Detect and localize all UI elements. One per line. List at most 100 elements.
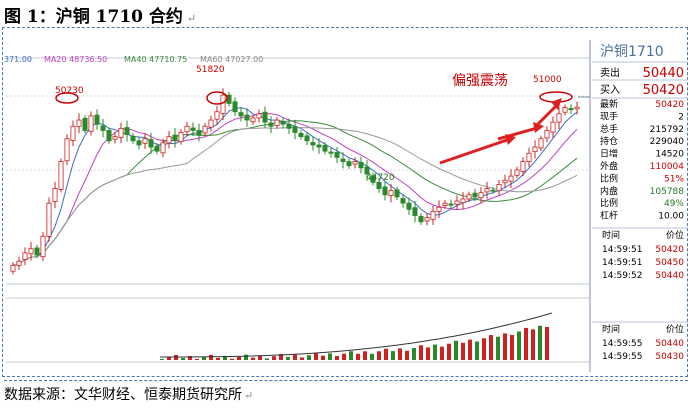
volume-bar bbox=[363, 351, 367, 360]
candle-body bbox=[160, 142, 166, 154]
legend-ma40: MA40 47710.75 bbox=[124, 55, 187, 64]
candle-body bbox=[520, 161, 526, 172]
candle-body bbox=[82, 117, 88, 131]
quote-row-value: 49% bbox=[664, 199, 684, 209]
candle-body bbox=[292, 126, 298, 133]
candle-body bbox=[268, 122, 274, 127]
candle-body bbox=[496, 184, 502, 192]
candle-body bbox=[136, 140, 142, 146]
quote-row-value: 51% bbox=[664, 174, 684, 184]
candle-body bbox=[310, 142, 316, 146]
tick-time: 14:59:52 bbox=[602, 271, 642, 281]
candle-body bbox=[538, 138, 544, 149]
candle-body bbox=[562, 107, 568, 113]
quote-row-label: 比例 bbox=[600, 172, 618, 184]
candle-body bbox=[94, 114, 100, 125]
ticks2-header-time: 时间 bbox=[602, 323, 620, 335]
volume-bar bbox=[349, 351, 353, 360]
ma-line bbox=[12, 126, 578, 266]
trend-arrow-3 bbox=[534, 102, 560, 128]
volume-bar bbox=[545, 327, 549, 360]
volume-bar bbox=[468, 339, 472, 360]
candle-body bbox=[232, 101, 238, 113]
volume-bar bbox=[244, 354, 248, 360]
candle-body bbox=[316, 144, 322, 148]
volume-bar bbox=[230, 358, 234, 360]
quote-row-value: 10.00 bbox=[658, 212, 684, 222]
candle-body bbox=[34, 247, 40, 256]
tick-price: 50440 bbox=[655, 271, 684, 281]
sell-value: 50440 bbox=[643, 66, 684, 81]
candle-body bbox=[454, 200, 460, 205]
candle-body bbox=[70, 125, 76, 141]
candle-body bbox=[334, 152, 340, 158]
legend-ma1: 371.00 bbox=[4, 55, 32, 64]
candle-body bbox=[256, 113, 262, 119]
volume-bar bbox=[461, 342, 465, 360]
source-note: 数据来源：文华财经、恒泰期货研究所 ↵ bbox=[4, 380, 688, 410]
figure-title-text: 图 1：沪铜 1710 合约 bbox=[4, 7, 183, 27]
candle-body bbox=[46, 202, 52, 237]
quote-row-label: 外盘 bbox=[600, 160, 618, 172]
ticks-header-time: 时间 bbox=[602, 229, 620, 241]
candle-body bbox=[304, 135, 310, 142]
volume-bar bbox=[391, 351, 395, 360]
volume-bar bbox=[426, 347, 430, 360]
quote-rows: 最新 50420 现手 2 总手 215792 持仓 229040 日增 14520 外盘 11000… bbox=[600, 98, 684, 222]
candle-body bbox=[430, 211, 436, 220]
candle-body bbox=[76, 119, 82, 127]
candle-body bbox=[280, 121, 286, 125]
trend-arrow-2 bbox=[497, 126, 538, 141]
candle-body bbox=[556, 113, 562, 123]
volume-bar bbox=[279, 354, 283, 360]
candle-body bbox=[370, 175, 376, 183]
ticks2-header-price: 价位 bbox=[666, 323, 684, 335]
candle-body bbox=[286, 123, 292, 129]
candle-body bbox=[124, 127, 130, 135]
candle-body bbox=[202, 125, 208, 134]
volume-bar bbox=[503, 333, 507, 360]
open-interest-line bbox=[160, 312, 553, 358]
candle-body bbox=[274, 119, 280, 126]
volume-bar bbox=[272, 356, 276, 360]
volume-bar bbox=[202, 356, 206, 360]
candle-body bbox=[460, 198, 466, 204]
candle-body bbox=[28, 248, 34, 255]
candle-body bbox=[64, 138, 70, 162]
candle-body bbox=[118, 127, 124, 138]
label-51820: 51820 bbox=[196, 65, 225, 75]
candle-body bbox=[376, 181, 382, 189]
candle-body bbox=[484, 188, 490, 193]
volume-bar bbox=[195, 358, 199, 360]
candle-body bbox=[190, 127, 196, 131]
quote-row-value: 50420 bbox=[655, 100, 684, 110]
quote-row-label: 总手 bbox=[600, 123, 618, 135]
volume-bar bbox=[223, 355, 227, 360]
quote-row-label: 现手 bbox=[600, 110, 618, 122]
tick-price: 50420 bbox=[655, 245, 684, 255]
volume-bar bbox=[398, 348, 402, 360]
candle-body bbox=[574, 106, 580, 110]
quote-row-value: 14520 bbox=[655, 150, 684, 160]
candle-body bbox=[508, 175, 514, 182]
quote-row-label: 最新 bbox=[600, 98, 618, 110]
volume-bar bbox=[167, 356, 171, 360]
quote-row-value: 105788 bbox=[650, 187, 685, 197]
quote-row-label: 杠杆 bbox=[600, 210, 618, 222]
candle-body bbox=[22, 252, 28, 260]
volume-bar bbox=[412, 348, 416, 360]
quote-row-value: 215792 bbox=[650, 125, 684, 135]
candle-body bbox=[364, 166, 370, 175]
candle-body bbox=[220, 94, 226, 114]
candle-body bbox=[262, 111, 268, 123]
volume-bar bbox=[454, 340, 458, 360]
volume-bar bbox=[188, 355, 192, 360]
volume-bar bbox=[482, 338, 486, 360]
candle-body bbox=[40, 235, 46, 258]
candle-body bbox=[328, 151, 334, 154]
quote-row-value: 229040 bbox=[650, 137, 685, 147]
volume-bar bbox=[314, 352, 318, 360]
quote-row-label: 比例 bbox=[600, 197, 618, 209]
candle-body bbox=[406, 202, 412, 210]
volume-bar bbox=[384, 348, 388, 360]
